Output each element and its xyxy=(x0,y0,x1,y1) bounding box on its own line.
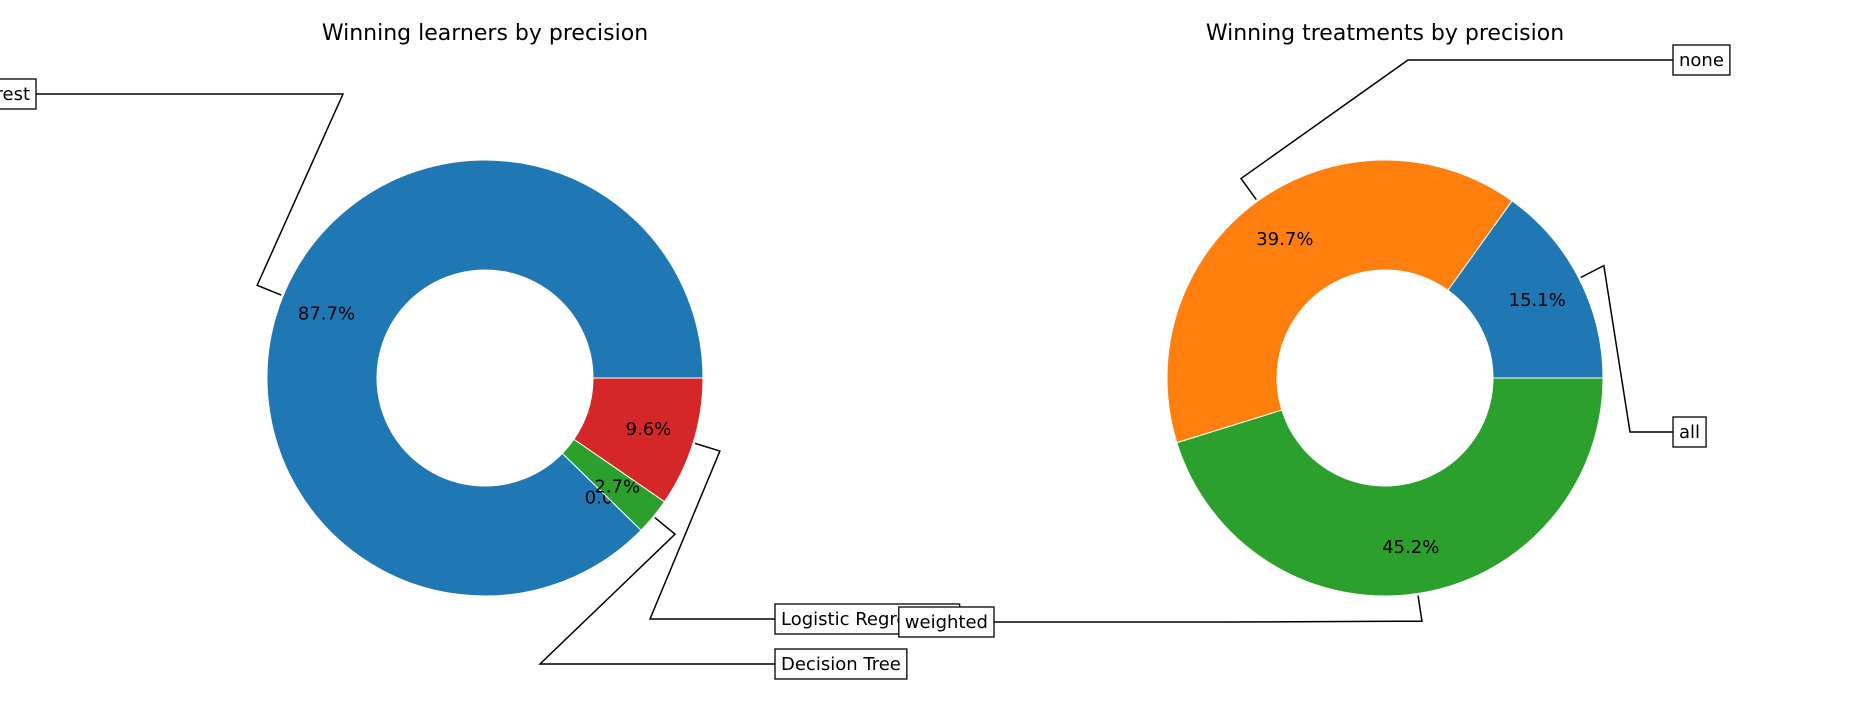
treatments-donut-chart: Winning treatments by precision 15.1% all… xyxy=(898,21,1731,638)
annotation-label-weighted: weighted xyxy=(905,612,988,633)
donut-slice-none xyxy=(1166,159,1513,444)
leader-line-weighted xyxy=(994,595,1423,623)
donut-slice-weighted xyxy=(1176,377,1604,597)
donut-slice-random-forest xyxy=(266,159,704,597)
leader-line-none xyxy=(1239,59,1673,201)
learners-donut-chart: Winning learners by precision 87.7% Rando… xyxy=(0,21,961,680)
annotation-box-weighted xyxy=(898,606,995,638)
annotation-label-decision-tree: Decision Tree xyxy=(781,654,901,675)
leader-line-decision-tree xyxy=(538,517,775,665)
learners-chart-title: Winning learners by precision xyxy=(322,21,648,46)
pct-label-decision-tree: 2.7% xyxy=(594,477,640,498)
pct-label-none: 39.7% xyxy=(1256,229,1313,250)
pct-label-weighted: 45.2% xyxy=(1382,537,1439,558)
annotation-label-none: none xyxy=(1679,50,1724,71)
pct-label-random-forest: 87.7% xyxy=(298,303,355,324)
pct-label-logistic-regression: 9.6% xyxy=(626,419,672,440)
annotation-box-decision-tree xyxy=(774,648,908,680)
leader-line-all xyxy=(1580,264,1673,433)
annotation-box-all xyxy=(1672,416,1707,448)
annotation-box-random-forest xyxy=(0,78,37,110)
leader-line-random-forest xyxy=(36,93,345,296)
donut-slice-all xyxy=(1447,200,1604,379)
treatments-chart-title: Winning treatments by precision xyxy=(1206,21,1564,46)
annotation-box-none xyxy=(1672,44,1731,76)
leader-line-logistic-regression xyxy=(648,442,775,620)
donut-slice-logistic-regression xyxy=(573,377,704,503)
annotation-label-all: all xyxy=(1679,422,1700,443)
annotation-label-random-forest: Random Forest xyxy=(0,84,30,105)
pct-label-all: 15.1% xyxy=(1509,290,1566,311)
